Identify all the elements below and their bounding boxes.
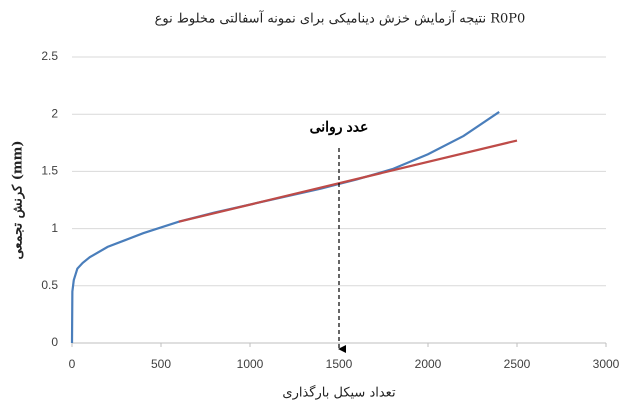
- x-tick-label: 0: [69, 357, 76, 371]
- y-tick-label: 2: [51, 106, 58, 120]
- annotation-text: عدد روانی: [310, 119, 369, 136]
- y-axis-label: کرنش تجمعی (mm): [11, 140, 26, 259]
- y-tick-label: 0.5: [41, 278, 58, 292]
- chart-title: نتیجه آزمایش خزش دینامیکی برای نمونه آسف…: [155, 10, 526, 27]
- x-tick-label: 1000: [237, 357, 264, 371]
- line-series: [70, 110, 500, 344]
- x-tick-label: 2000: [415, 357, 442, 371]
- line-series: [178, 139, 518, 223]
- y-tick-label: 1: [51, 221, 58, 235]
- x-tick-label: 3000: [593, 357, 620, 371]
- x-tick-label: 2500: [504, 357, 531, 371]
- x-tick-label: 1500: [326, 357, 353, 371]
- y-tick-label: 1.5: [41, 164, 58, 178]
- y-tick-label: 0: [51, 335, 58, 349]
- x-tick-label: 500: [151, 357, 171, 371]
- y-tick-label: 2.5: [41, 49, 58, 63]
- x-axis-label: تعداد سیکل بارگذاری: [282, 385, 396, 401]
